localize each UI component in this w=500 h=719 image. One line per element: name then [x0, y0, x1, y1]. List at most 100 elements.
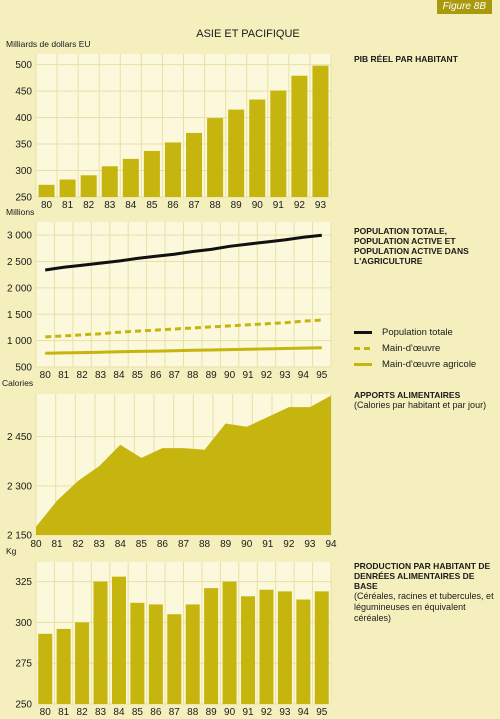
chart2-xtick-label: 92	[261, 370, 273, 381]
chart1-ytick-label: 250	[15, 193, 32, 204]
chart4-xtick-label: 82	[77, 707, 89, 718]
chart2-ytick-label: 1 500	[7, 310, 32, 321]
chart4-xtick-label: 80	[40, 707, 52, 718]
chart1-title-block: PIB RÉEL PAR HABITANT	[354, 54, 494, 64]
chart1-xtick-label: 93	[315, 200, 327, 211]
chart3-title-block: APPORTS ALIMENTAIRES (Calories par habit…	[354, 390, 494, 411]
chart2-ytick-label: 2 000	[7, 283, 32, 294]
chart2-xtick-label: 95	[316, 370, 328, 381]
chart4-xtick-label: 89	[206, 707, 218, 718]
legend-label: Main-d'œuvre agricole	[382, 358, 477, 370]
chart1-xtick-label: 84	[125, 200, 137, 211]
chart1-bar	[312, 65, 329, 197]
chart1-bar	[270, 90, 287, 197]
chart4-xtick-label: 87	[169, 707, 181, 718]
chart4-bar	[259, 589, 274, 704]
chart4-bar	[185, 604, 200, 704]
chart2-xtick-label: 83	[95, 370, 107, 381]
chart3-subtitle: (Calories par habitant et par jour)	[354, 400, 487, 410]
chart1-ytick-label: 450	[15, 87, 32, 98]
chart4-xtick-label: 95	[316, 707, 328, 718]
chart1-ytick-label: 400	[15, 113, 32, 124]
chart1-xtick-label: 87	[188, 200, 200, 211]
legend-item-population: Population totale	[354, 326, 453, 338]
chart4-bar	[204, 588, 219, 704]
chart3-xtick-label: 85	[136, 539, 148, 550]
chart3-ylabel: Calories	[2, 378, 33, 388]
chart3-xtick-label: 93	[304, 539, 316, 550]
chart3-xtick-label: 92	[283, 539, 295, 550]
chart4-bar	[75, 622, 90, 704]
legend-label: Main-d'œuvre	[382, 342, 441, 354]
chart4-bar	[111, 576, 126, 704]
chart4-bar	[56, 628, 71, 704]
chart1-xtick-label: 89	[231, 200, 243, 211]
legend-swatch-solid-yellow	[354, 362, 372, 366]
chart1-xtick-label: 91	[273, 200, 285, 211]
chart1-bar	[164, 142, 181, 197]
chart2-series-line	[44, 233, 322, 272]
chart3-xtick-label: 94	[325, 539, 337, 550]
legend-swatch-dashed	[354, 346, 372, 350]
chart1-bar	[291, 75, 308, 197]
chart2-xtick-label: 93	[279, 370, 291, 381]
chart1-xtick-label: 80	[41, 200, 53, 211]
chart4-bar	[277, 591, 292, 704]
chart1-bar	[186, 132, 203, 197]
chart4-xtick-label: 92	[261, 707, 273, 718]
chart1-ytick-label: 500	[15, 60, 32, 71]
chart4-xtick-label: 83	[95, 707, 107, 718]
chart1-xtick-label: 92	[294, 200, 306, 211]
legend-swatch-solid-black	[354, 330, 372, 334]
chart2-xtick-label: 90	[224, 370, 236, 381]
chart4-xtick-label: 93	[279, 707, 291, 718]
chart4-ytick-label: 250	[15, 700, 32, 711]
chart4-xtick-label: 81	[58, 707, 70, 718]
chart3-xtick-label: 80	[30, 539, 42, 550]
chart4-xtick-label: 91	[242, 707, 254, 718]
chart1-xtick-label: 82	[83, 200, 95, 211]
chart1-title: PIB RÉEL PAR HABITANT	[354, 54, 458, 64]
chart2-xtick-label: 85	[132, 370, 144, 381]
chart2-title: POPULATION TOTALE, POPULATION ACTIVE ET …	[354, 226, 469, 266]
chart3-xtick-label: 88	[199, 539, 211, 550]
chart4-xtick-label: 85	[132, 707, 144, 718]
chart1-xtick-label: 90	[252, 200, 264, 211]
chart4-bar	[38, 633, 53, 704]
chart1-xtick-label: 86	[167, 200, 179, 211]
chart1-bar	[228, 109, 245, 197]
chart4-ytick-label: 300	[15, 618, 32, 629]
chart4-xtick-label: 90	[224, 707, 236, 718]
chart4-bar	[222, 581, 237, 704]
legend-item-agri-labour: Main-d'œuvre agricole	[354, 358, 476, 370]
chart3-area	[36, 395, 331, 535]
region-title: ASIE ET PACIFIQUE	[196, 28, 300, 40]
chart4-ytick-label: 325	[15, 577, 32, 588]
chart1-bar	[59, 179, 76, 197]
chart2-xtick-label: 80	[40, 370, 52, 381]
chart3-xtick-label: 83	[94, 539, 106, 550]
chart3-xtick-label: 89	[220, 539, 232, 550]
chart2-ytick-label: 500	[15, 363, 32, 374]
chart1-ytick-label: 350	[15, 140, 32, 151]
chart2-xtick-label: 82	[77, 370, 89, 381]
chart2-xtick-label: 84	[113, 370, 125, 381]
chart1-bar	[38, 184, 55, 197]
chart2-ytick-label: 3 000	[7, 231, 32, 242]
chart4-bar	[148, 604, 163, 704]
chart2-series-line	[45, 318, 322, 339]
chart4-bar	[314, 591, 329, 704]
chart3-xtick-label: 81	[52, 539, 64, 550]
chart4-xtick-label: 84	[113, 707, 125, 718]
chart4-bar	[93, 581, 108, 704]
chart1-xtick-label: 88	[210, 200, 222, 211]
chart2-xtick-label: 87	[169, 370, 181, 381]
chart2-series-line	[45, 346, 322, 355]
chart1-bar	[101, 166, 118, 197]
chart1-bar	[249, 99, 266, 197]
chart2-ytick-label: 1 000	[7, 336, 32, 347]
chart2-xtick-label: 86	[150, 370, 162, 381]
chart1-bar	[80, 175, 97, 197]
chart3-xtick-label: 84	[115, 539, 127, 550]
